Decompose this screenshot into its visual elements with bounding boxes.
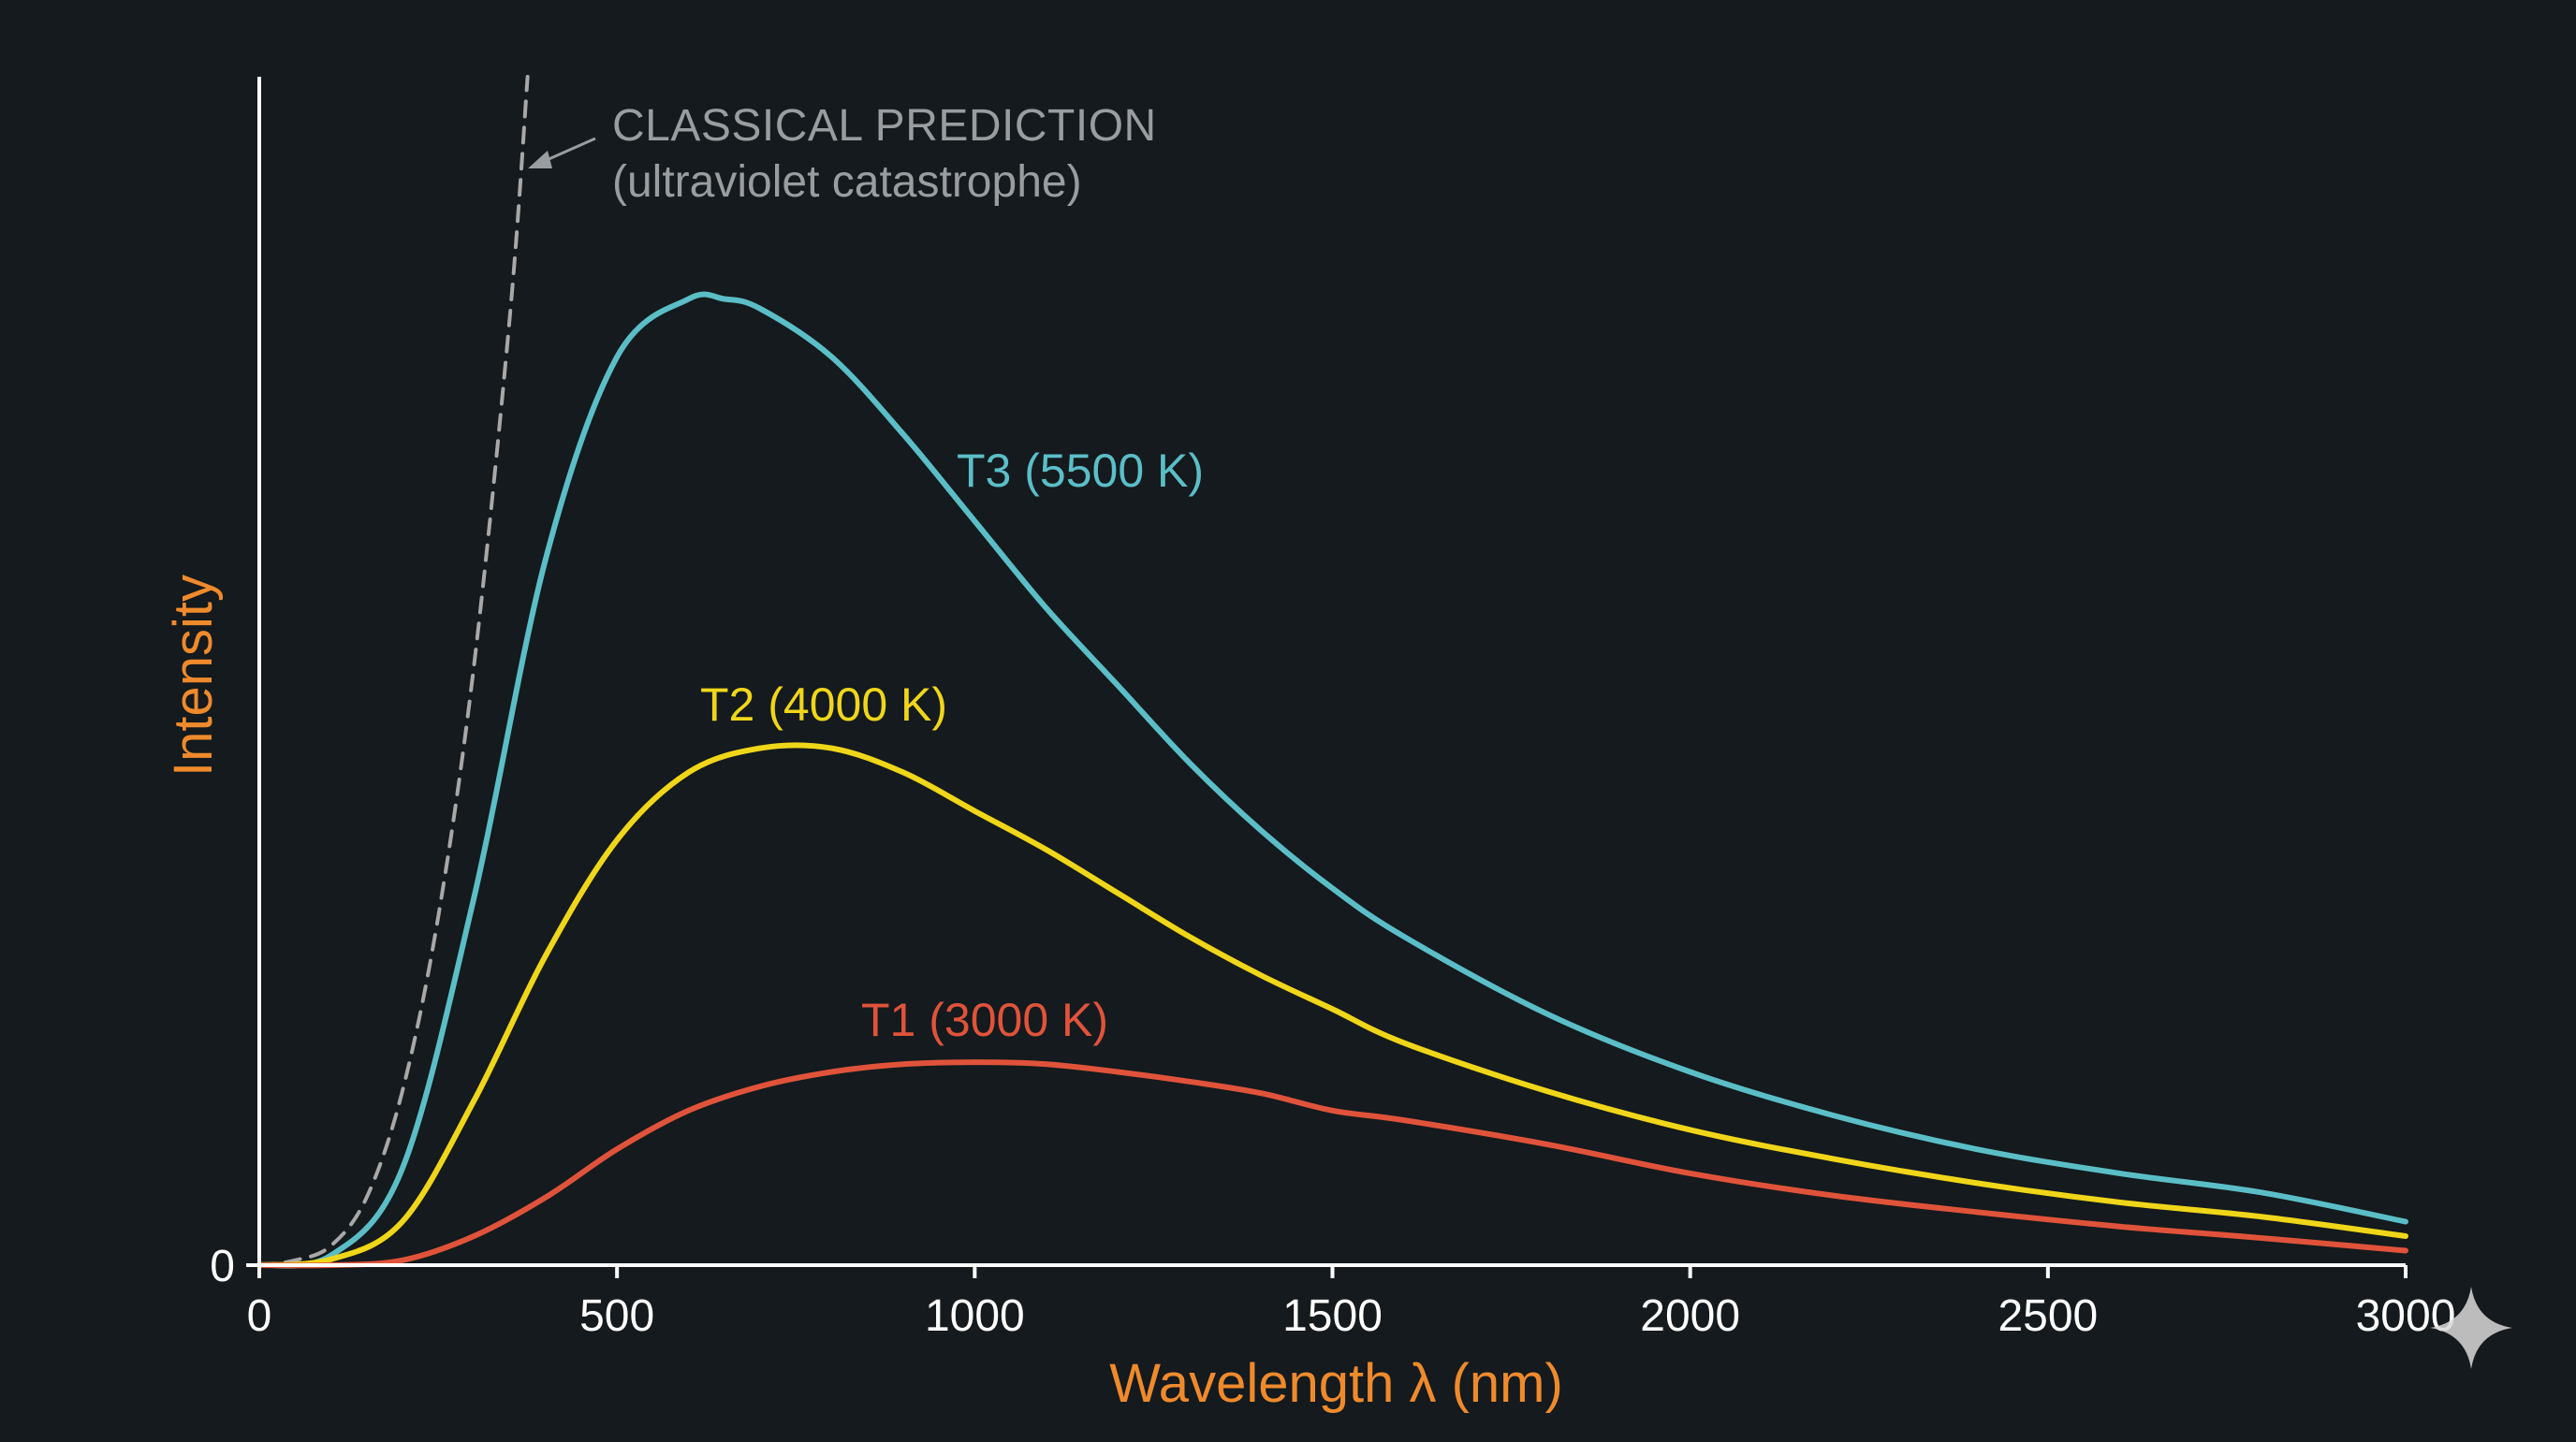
annotation-subtitle: (ultraviolet catastrophe): [612, 157, 1082, 207]
y-tick-label: 0: [210, 1242, 235, 1291]
x-tick-label: 2500: [1998, 1291, 2098, 1341]
series-line-t1-3000-k: [256, 1059, 2408, 1269]
sparkle-icon: [2430, 1287, 2512, 1369]
axes-layer: 0 500 1000 1500 2000 2500 3000 0: [210, 77, 2455, 1341]
series-label-t3-5500-k: T3 (5500 K): [957, 444, 1204, 497]
labels-layer: Wavelength λ (nm) Intensity T3 (5500 K) T2 …: [163, 101, 2512, 1414]
x-tick-label: 0: [247, 1291, 272, 1341]
y-axis-title-group: Intensity: [163, 575, 224, 777]
series-label-t2-4000-k: T2 (4000 K): [700, 678, 947, 731]
series-label-t1-3000-k: T1 (3000 K): [861, 994, 1108, 1046]
x-axis-title: Wavelength λ (nm): [1109, 1353, 1563, 1414]
annotation-title: CLASSICAL PREDICTION: [612, 101, 1157, 151]
x-tick-label: 2000: [1640, 1291, 1740, 1341]
y-axis-title: Intensity: [163, 575, 224, 777]
series-layer: [256, 75, 2408, 1269]
x-tick-label: 1000: [925, 1291, 1025, 1341]
series-line-t2-4000-k: [256, 742, 2408, 1268]
series-line-t3-5500-k: [256, 291, 2408, 1269]
series-line-classical-prediction: [257, 75, 530, 1267]
x-tick-label: 1500: [1282, 1291, 1383, 1341]
x-tick-label: 3000: [2356, 1291, 2456, 1341]
annotation-arrow-head: [528, 151, 552, 168]
x-tick-label: 500: [579, 1291, 654, 1341]
